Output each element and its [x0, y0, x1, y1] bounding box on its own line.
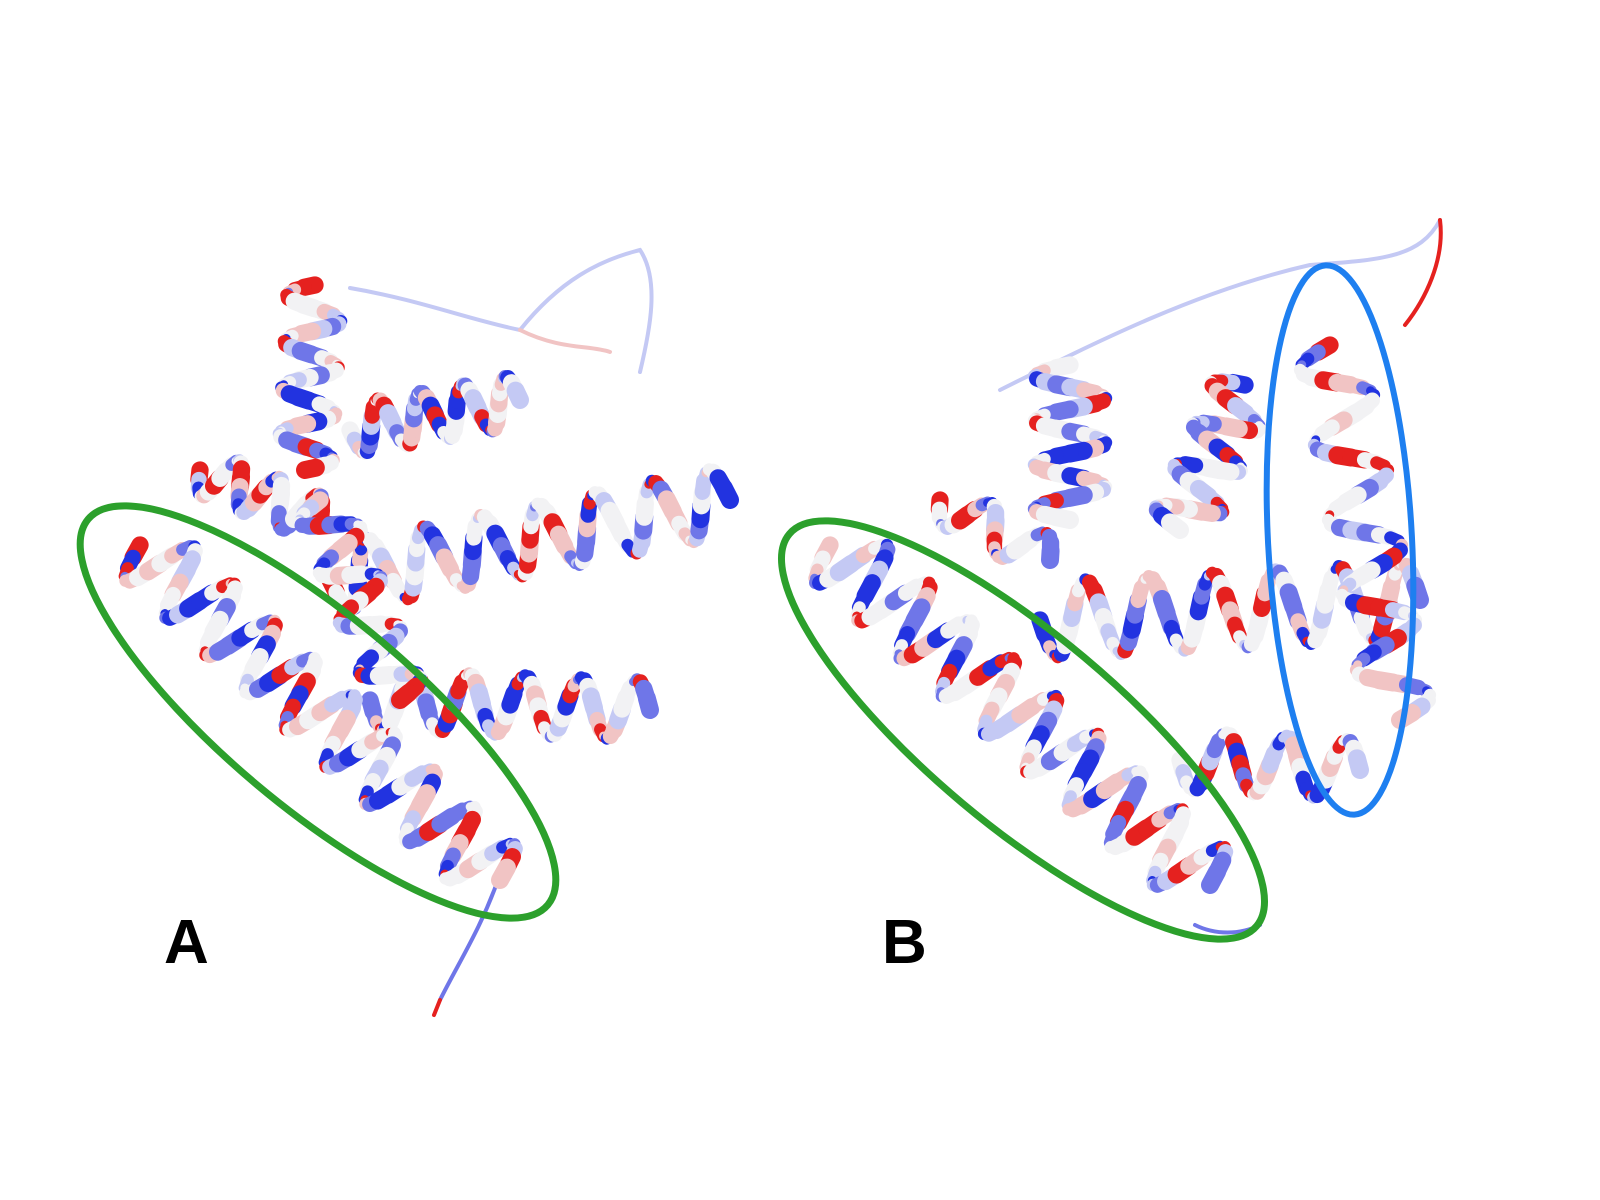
panel-b-label: B	[882, 908, 927, 977]
loop-coil	[438, 878, 500, 1002]
helix-segment	[491, 858, 516, 889]
helix-top-middle	[1148, 373, 1267, 539]
helix-left-short	[930, 491, 1060, 569]
panel-a-label: A	[164, 908, 209, 977]
helix-segment	[1201, 862, 1227, 894]
helix-segment	[1160, 513, 1189, 539]
helix-segment	[506, 381, 529, 409]
loop-coil	[998, 218, 1442, 392]
panel-a-structure	[118, 247, 739, 1017]
helix-segment	[1047, 508, 1079, 529]
helix-segment	[1041, 541, 1060, 569]
panel-b-structure	[808, 218, 1443, 935]
helix-right-vertical	[1293, 336, 1437, 729]
helix-segment	[391, 683, 418, 709]
highlight-blue-b	[1263, 262, 1417, 818]
loop-coil	[348, 247, 654, 374]
helix-top-horizontal	[341, 370, 529, 460]
helix-right-upper	[321, 463, 739, 617]
highlight-green-a	[76, 502, 560, 922]
helix-long-diagonal	[118, 536, 523, 889]
highlight-green-b	[778, 517, 1268, 943]
helix-long-diagonal	[808, 536, 1234, 894]
helix-segment	[1347, 749, 1369, 779]
helix-segment	[296, 458, 325, 479]
helix-top-left	[1027, 356, 1113, 529]
loop-coil	[432, 998, 442, 1017]
loop-coil	[518, 328, 612, 354]
helix-segment	[637, 689, 659, 719]
highlight-ellipses	[76, 262, 1417, 943]
helix-segment	[714, 478, 739, 509]
loop-coil	[1403, 218, 1443, 327]
helix-top-vertical	[272, 276, 348, 479]
